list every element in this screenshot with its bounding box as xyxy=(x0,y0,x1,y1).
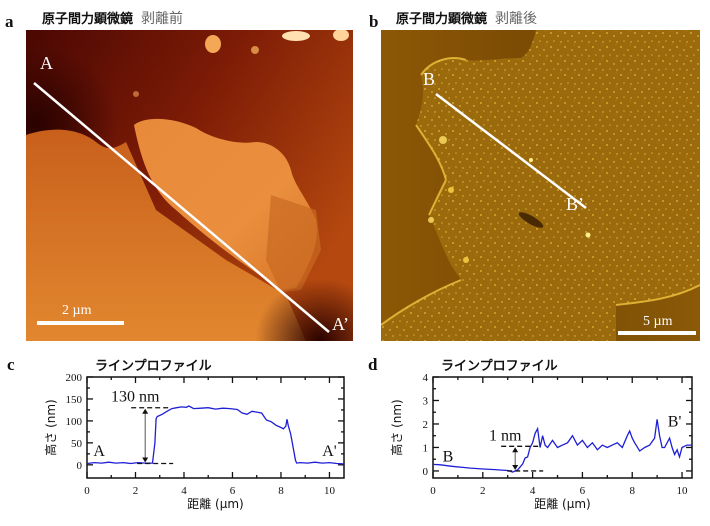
panel-b-title-light: 剥離後 xyxy=(495,11,538,27)
x-tick-label: 6 xyxy=(580,485,586,497)
afm-height-map-a xyxy=(26,30,353,341)
y-axis-title: 高さ (nm) xyxy=(389,399,404,455)
height-annotation: 1 nm xyxy=(489,427,522,444)
afm-image-after: B B’ 5 µm xyxy=(381,30,700,341)
x-tick-label: 0 xyxy=(84,485,90,497)
x-axis-title: 距離 (µm) xyxy=(187,497,244,511)
panel-c-title: ラインプロファイル xyxy=(95,359,212,374)
endpoint-label: B xyxy=(443,449,454,466)
endpoint-label: B' xyxy=(668,413,682,430)
scale-bar-a xyxy=(37,321,124,325)
y-tick-label: 4 xyxy=(423,372,429,384)
profile-end-label-a: A’ xyxy=(332,314,349,334)
y-tick-label: 150 xyxy=(66,394,83,406)
profile-line-a xyxy=(33,82,330,333)
x-tick-label: 6 xyxy=(230,485,236,497)
y-tick-label: 0 xyxy=(423,466,429,478)
panel-letter-d: d xyxy=(368,355,378,374)
profile-line xyxy=(86,405,345,465)
plot-frame xyxy=(86,376,345,479)
panel-b-title-bold: 原子間力顕微鏡 xyxy=(396,12,488,27)
x-tick-label: 8 xyxy=(629,485,635,497)
y-tick-label: 1 xyxy=(423,442,429,454)
panel-letter-c: c xyxy=(7,355,15,374)
x-tick-label: 10 xyxy=(677,485,689,497)
scale-bar-b xyxy=(618,331,696,335)
x-tick-label: 4 xyxy=(181,485,187,497)
panel-d-title: ラインプロファイル xyxy=(441,359,558,374)
x-tick-label: 2 xyxy=(133,485,139,497)
y-tick-label: 50 xyxy=(71,438,83,450)
y-tick-label: 2 xyxy=(423,419,429,431)
y-axis-title: 高さ (nm) xyxy=(43,399,58,455)
scale-bar-label-a: 2 µm xyxy=(62,303,92,318)
profile-line-b xyxy=(435,93,587,209)
endpoint-label: A' xyxy=(322,443,337,460)
panel-letter-a: a xyxy=(5,12,14,31)
panel-letter-b: b xyxy=(369,12,379,31)
panel-a-title-bold: 原子間力顕微鏡 xyxy=(42,12,134,27)
x-axis-title: 距離 (µm) xyxy=(534,497,591,511)
x-tick-label: 10 xyxy=(324,485,336,497)
height-annotation: 130 nm xyxy=(111,389,160,406)
profile-start-label-b: B xyxy=(423,69,436,89)
scale-bar-label-b: 5 µm xyxy=(643,314,673,329)
y-tick-label: 3 xyxy=(423,395,429,407)
endpoint-label: A xyxy=(93,443,105,460)
panel-a-title-light: 剥離前 xyxy=(141,11,184,27)
x-tick-label: 2 xyxy=(480,485,486,497)
y-tick-label: 200 xyxy=(66,372,83,384)
x-tick-label: 0 xyxy=(430,485,436,497)
profile-line xyxy=(432,419,692,473)
y-tick-label: 100 xyxy=(66,416,83,428)
x-tick-label: 4 xyxy=(530,485,536,497)
profile-start-label-a: A xyxy=(40,53,53,73)
afm-image-before: A A’ 2 µm xyxy=(26,30,353,341)
panel-a-title: 原子間力顕微鏡 剥離前 xyxy=(42,8,183,28)
plot-frame xyxy=(432,376,693,479)
y-tick-label: 0 xyxy=(77,460,83,472)
profile-end-label-b: B’ xyxy=(566,194,584,214)
panel-b-title: 原子間力顕微鏡 剥離後 xyxy=(396,8,537,28)
afm-height-map-b xyxy=(381,30,700,341)
x-tick-label: 8 xyxy=(278,485,284,497)
